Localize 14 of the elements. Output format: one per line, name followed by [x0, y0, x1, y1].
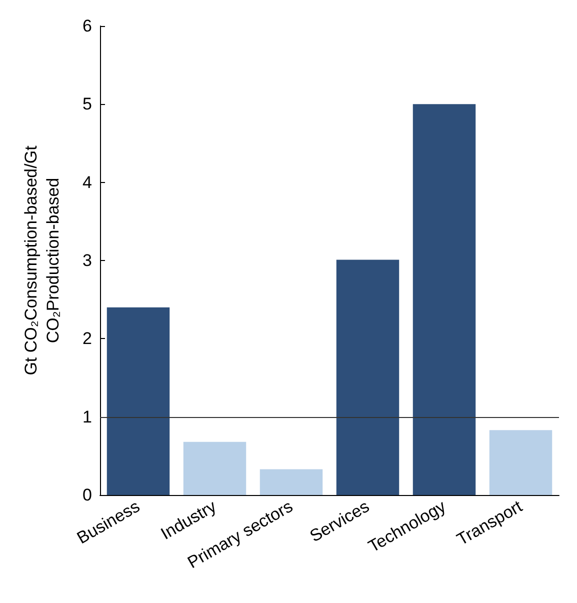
bar	[489, 430, 552, 495]
y-tick-label: 5	[82, 94, 92, 114]
bar	[412, 104, 476, 495]
bar	[260, 469, 323, 495]
y-tick-label: 2	[82, 329, 92, 348]
y-tick-label: 6	[82, 16, 92, 36]
bar	[106, 307, 170, 495]
y-tick-label: 0	[82, 486, 92, 504]
bar	[183, 442, 246, 495]
y-axis-title: Gt CO₂Consumption-based/Gt CO₂Production-based	[22, 145, 62, 376]
y-tick-label: 3	[82, 251, 92, 270]
y-tick-label: 4	[82, 172, 92, 192]
bar	[336, 260, 400, 495]
y-tick-label: 1	[82, 407, 92, 426]
